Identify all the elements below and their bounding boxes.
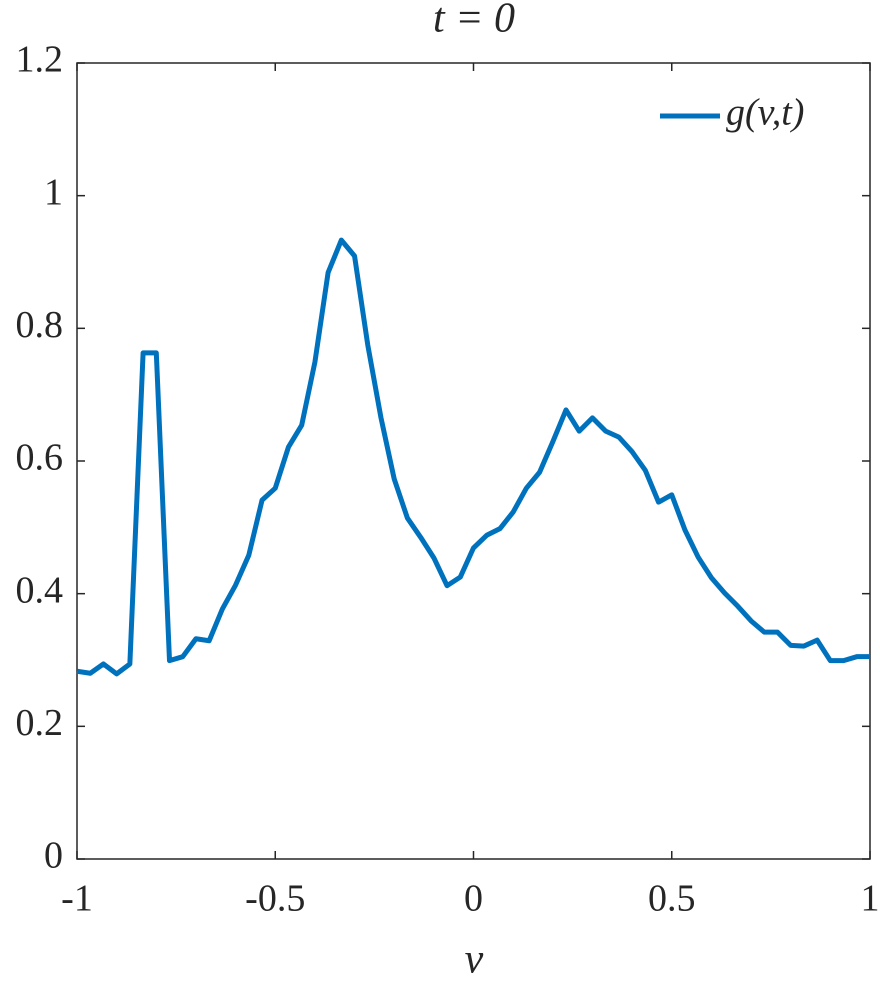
y-tick-label: 0.2 (16, 702, 64, 744)
y-tick-label: 0.4 (16, 569, 64, 611)
y-tick-label: 0.8 (16, 304, 64, 346)
chart-title: t = 0 (433, 0, 515, 42)
x-tick-label: 0.5 (648, 878, 696, 920)
plot-frame (76, 62, 871, 860)
y-tick-label: 1 (44, 171, 63, 213)
legend-label: g(v,t) (726, 92, 804, 134)
x-axis-label: v (465, 937, 484, 982)
data-line (76, 237, 870, 677)
x-tick-label: 1 (861, 878, 880, 920)
y-tick-label: 0.6 (16, 437, 64, 479)
x-tick-label: 0 (464, 878, 483, 920)
y-tick-label: 1.2 (16, 39, 64, 81)
x-tick-label: -1 (61, 878, 93, 920)
y-tick-label: 0 (44, 835, 63, 877)
x-tick-label: -0.5 (245, 878, 305, 920)
